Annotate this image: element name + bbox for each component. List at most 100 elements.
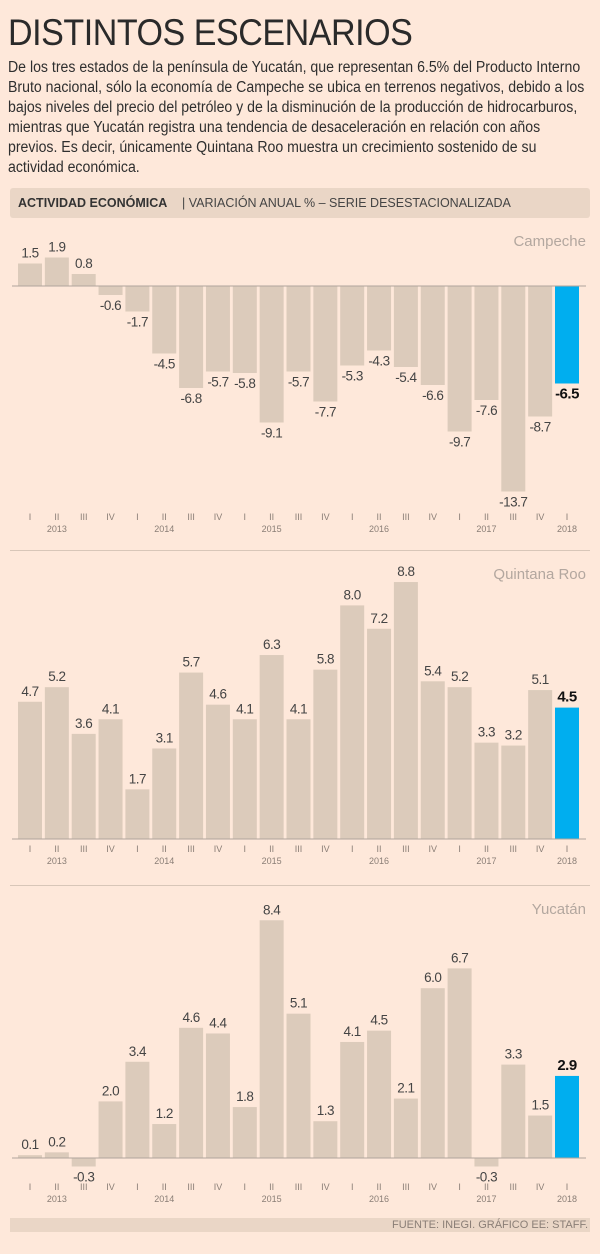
data-label: 4.1 xyxy=(102,701,119,716)
quarter-tick-label: I xyxy=(566,1182,569,1192)
data-label: 3.4 xyxy=(129,1044,147,1059)
quarter-tick-label: IV xyxy=(536,512,545,522)
data-label: -0.3 xyxy=(476,1169,497,1184)
quarter-tick-label: III xyxy=(402,1182,410,1192)
chart-campeche: Campeche1.5I1.9II0.8III-0.6IV-1.7I-4.5II… xyxy=(12,233,586,534)
bar xyxy=(420,286,445,385)
quarter-tick-label: II xyxy=(162,512,167,522)
data-label: -4.5 xyxy=(154,357,175,372)
bar-highlight xyxy=(555,286,579,384)
bar xyxy=(313,1121,338,1158)
data-label: 3.1 xyxy=(156,730,173,745)
bar xyxy=(205,286,230,372)
quarter-tick-label: IV xyxy=(106,512,115,522)
bar xyxy=(205,704,230,839)
data-label: 3.6 xyxy=(75,716,92,731)
year-label: 2013 xyxy=(47,524,67,534)
bar xyxy=(44,687,69,839)
quarter-tick-label: I xyxy=(136,512,139,522)
divider xyxy=(10,885,590,886)
data-label: 0.1 xyxy=(21,1137,38,1152)
bar xyxy=(125,1061,150,1158)
divider xyxy=(10,550,590,551)
quarter-tick-label: III xyxy=(402,512,410,522)
bar xyxy=(474,286,499,400)
year-label: 2018 xyxy=(557,856,577,866)
quarter-tick-label: IV xyxy=(106,844,115,854)
bar xyxy=(367,286,392,351)
data-label: -0.6 xyxy=(100,298,121,313)
data-label: -9.1 xyxy=(261,426,282,441)
bar xyxy=(474,742,499,839)
year-label: 2016 xyxy=(369,1194,389,1204)
data-label: 0.2 xyxy=(48,1134,65,1149)
bar xyxy=(367,628,392,839)
data-label: 4.5 xyxy=(370,1013,387,1028)
year-label: 2013 xyxy=(47,856,67,866)
bar xyxy=(340,1041,365,1158)
year-label: 2013 xyxy=(47,1194,67,1204)
quarter-tick-label: I xyxy=(458,512,461,522)
chart-yucatan: Yucatán0.1I0.2II-0.3III2.0IV3.4I1.2II4.6… xyxy=(12,901,586,1204)
bar xyxy=(18,1155,42,1158)
data-label: -4.3 xyxy=(368,354,389,369)
bar xyxy=(125,286,150,312)
data-label: 4.1 xyxy=(290,701,307,716)
quarter-tick-label: II xyxy=(269,512,274,522)
bar xyxy=(501,286,526,492)
source-note: FUENTE: INEGI. GRÁFICO EE: STAFF. xyxy=(392,1219,588,1231)
bar xyxy=(501,1064,526,1158)
chart-title: Quintana Roo xyxy=(493,566,586,583)
quarter-tick-label: II xyxy=(54,512,59,522)
quarter-tick-label: I xyxy=(136,844,139,854)
data-label: 5.1 xyxy=(532,672,549,687)
bar xyxy=(71,274,96,286)
bar xyxy=(232,1107,257,1158)
data-label: -0.3 xyxy=(73,1169,94,1184)
data-label: 4.6 xyxy=(209,687,226,702)
data-label: -6.6 xyxy=(422,388,443,403)
bar xyxy=(420,988,445,1158)
quarter-tick-label: III xyxy=(295,512,303,522)
data-label: 6.3 xyxy=(263,637,280,652)
data-label: 5.7 xyxy=(182,655,199,670)
intro-paragraph: De los tres estados de la península de Y… xyxy=(8,59,585,176)
bar xyxy=(259,286,284,423)
year-label: 2018 xyxy=(557,524,577,534)
data-label: 1.5 xyxy=(532,1098,549,1113)
quarter-tick-label: I xyxy=(244,1182,247,1192)
data-label: 0.8 xyxy=(75,256,92,271)
data-label: 4.7 xyxy=(21,684,38,699)
quarter-tick-label: I xyxy=(29,1182,32,1192)
quarter-tick-label: IV xyxy=(428,844,437,854)
quarter-tick-label: III xyxy=(510,844,518,854)
data-label: -5.7 xyxy=(207,375,228,390)
quarter-tick-label: II xyxy=(54,1182,59,1192)
bar xyxy=(152,748,177,839)
bar xyxy=(393,1098,418,1158)
data-label: 4.1 xyxy=(236,701,253,716)
data-label: 6.0 xyxy=(424,970,441,985)
bar xyxy=(125,789,150,839)
bar xyxy=(179,672,204,839)
data-label: 1.9 xyxy=(48,240,65,255)
data-label: -13.7 xyxy=(499,495,527,510)
quarter-tick-label: I xyxy=(351,512,354,522)
quarter-tick-label: II xyxy=(377,512,382,522)
bar xyxy=(313,669,338,839)
chart-title: Campeche xyxy=(513,233,586,250)
quarter-tick-label: II xyxy=(484,512,489,522)
year-label: 2018 xyxy=(557,1194,577,1204)
quarter-tick-label: I xyxy=(458,844,461,854)
data-label: 8.4 xyxy=(263,902,281,917)
data-label: -5.3 xyxy=(342,369,363,384)
quarter-tick-label: I xyxy=(351,844,354,854)
bar xyxy=(528,690,553,839)
data-label: 1.7 xyxy=(129,771,146,786)
bar xyxy=(18,263,42,286)
data-label: -5.7 xyxy=(288,375,309,390)
data-label: 6.7 xyxy=(451,950,468,965)
data-label: 2.9 xyxy=(557,1057,577,1074)
bar xyxy=(447,286,472,432)
quarter-tick-label: II xyxy=(484,844,489,854)
